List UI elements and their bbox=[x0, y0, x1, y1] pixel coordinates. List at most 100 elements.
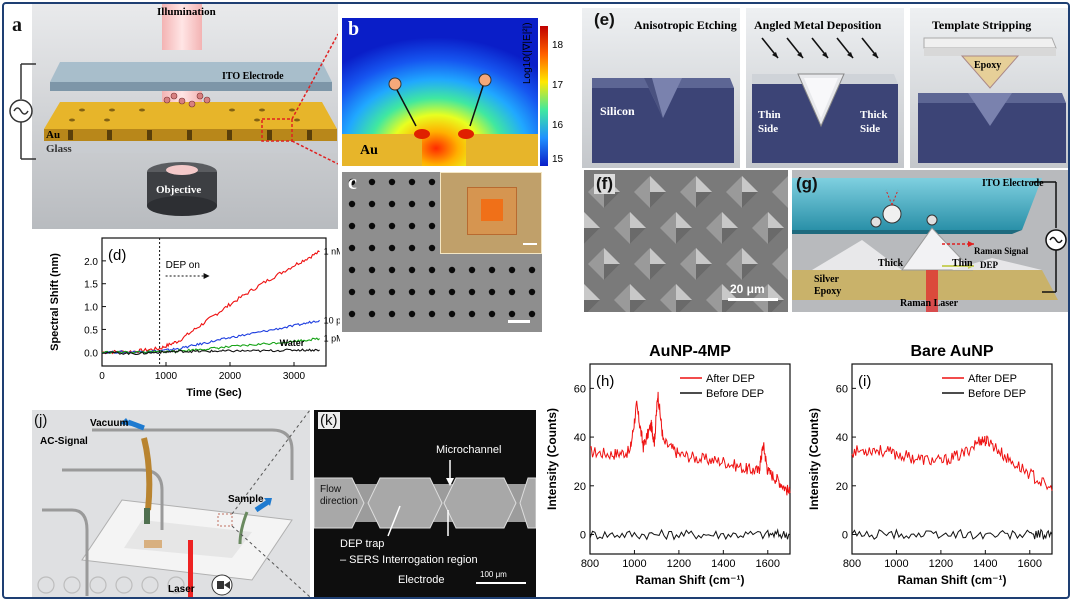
panel-a: Illumination ITO Electrode Au Glass Obje… bbox=[32, 4, 338, 229]
x-tick-label: 1000 bbox=[155, 371, 178, 382]
nanohole bbox=[408, 244, 416, 252]
y-tick-label: 0.0 bbox=[84, 348, 98, 359]
nanohole bbox=[348, 266, 356, 274]
series-line bbox=[851, 435, 1053, 491]
series-line bbox=[589, 391, 791, 496]
chart-i-svg: 800 1000 1200 1400 1600 0 20 40 60 Raman Shift (c… bbox=[807, 343, 1053, 587]
step-anisotropic-etching: Anisotropic Etching bbox=[634, 18, 737, 32]
vacuum-label: Vacuum bbox=[90, 418, 129, 429]
nanohole bbox=[428, 310, 436, 318]
nanohole bbox=[388, 222, 396, 230]
panel-e-label: (e) bbox=[594, 10, 615, 29]
colorbar-tick-15: 15 bbox=[552, 154, 564, 165]
panel-g-illustration bbox=[792, 178, 1067, 312]
panel-f: 20 μm bbox=[584, 170, 788, 312]
y-tick-label: 40 bbox=[836, 432, 848, 444]
nanohole bbox=[528, 288, 536, 296]
direction-label: direction bbox=[320, 496, 358, 507]
panel-h-chart: 800 1000 1200 1400 1600 0 20 40 60 Raman Shift (c… bbox=[542, 322, 804, 597]
nanohole bbox=[348, 310, 356, 318]
y-tick-label: 20 bbox=[574, 481, 586, 493]
panel-e-illustration bbox=[582, 8, 1068, 168]
nanohole bbox=[348, 244, 356, 252]
nanohole bbox=[508, 310, 516, 318]
nanohole bbox=[408, 200, 416, 208]
illumination-label: Illumination bbox=[157, 6, 216, 18]
g-thin-label: Thin bbox=[952, 258, 973, 269]
plot-frame bbox=[589, 363, 791, 555]
nanohole bbox=[368, 178, 376, 186]
panel-j: Vacuum AC-Signal Sample Laser bbox=[32, 410, 310, 597]
silicon-label: Silicon bbox=[600, 104, 635, 118]
g-dep-label: DEP bbox=[980, 260, 998, 270]
colorbar-tick-17: 17 bbox=[552, 80, 564, 91]
nanohole bbox=[368, 244, 376, 252]
series-line bbox=[589, 528, 791, 541]
au-label: Au bbox=[46, 129, 61, 141]
pyramid bbox=[726, 248, 758, 280]
nanohole bbox=[408, 222, 416, 230]
nanohole bbox=[488, 266, 496, 274]
y-tick-label: 40 bbox=[574, 432, 586, 444]
y-tick-label: 1.0 bbox=[84, 303, 98, 314]
y-tick-label: 60 bbox=[836, 383, 848, 395]
nanohole bbox=[528, 310, 536, 318]
chart-title: AuNP-4MP bbox=[649, 343, 731, 360]
nanohole bbox=[348, 178, 356, 186]
nanohole bbox=[388, 244, 396, 252]
panel-label: (h) bbox=[596, 373, 614, 390]
nanohole bbox=[488, 288, 496, 296]
g-epoxy-label: Epoxy bbox=[814, 286, 842, 297]
panel-label: (d) bbox=[108, 247, 126, 264]
nanohole bbox=[408, 178, 416, 186]
nanohole bbox=[368, 222, 376, 230]
x-tick-label: 800 bbox=[843, 558, 861, 570]
pyramid bbox=[680, 248, 712, 280]
pyramid bbox=[614, 212, 646, 244]
pyramid bbox=[584, 212, 600, 244]
flow-label: Flow bbox=[320, 484, 342, 495]
nanohole bbox=[388, 178, 396, 186]
plot-frame bbox=[851, 363, 1053, 555]
series-label: 1 pM bbox=[324, 334, 340, 344]
chart-title: Bare AuNP bbox=[911, 343, 994, 360]
nanohole bbox=[388, 310, 396, 318]
series-line bbox=[101, 319, 320, 354]
inset-photo bbox=[440, 172, 542, 254]
legend-label: After DEP bbox=[706, 373, 755, 385]
y-tick-label: 1.5 bbox=[84, 280, 98, 291]
g-raman-laser-label: Raman Laser bbox=[900, 298, 959, 309]
series-label: 1 nM bbox=[324, 247, 340, 257]
nanohole bbox=[348, 200, 356, 208]
panel-d-chart: 0 1000 2000 3000 0.0 0.5 1.0 1.5 2.0 Time (Sec) Sp… bbox=[34, 226, 340, 404]
ito-electrode-label: ITO Electrode bbox=[222, 71, 284, 82]
y-axis-label: Intensity (Counts) bbox=[807, 408, 821, 510]
nanohole bbox=[348, 288, 356, 296]
x-tick-label: 1200 bbox=[929, 558, 953, 570]
pyramid bbox=[706, 212, 738, 244]
step-template-stripping: Template Stripping bbox=[932, 18, 1032, 32]
sers-region-label: – SERS Interrogation region bbox=[340, 554, 478, 566]
panel-k-label: (k) bbox=[318, 412, 340, 429]
x-axis-label: Time (Sec) bbox=[186, 387, 242, 399]
nanohole bbox=[528, 266, 536, 274]
nanohole bbox=[428, 288, 436, 296]
pyramid bbox=[752, 212, 784, 244]
y-tick-label: 0 bbox=[842, 530, 848, 542]
laser-label: Laser bbox=[168, 584, 195, 595]
nanohole bbox=[428, 222, 436, 230]
panel-a-label: a bbox=[12, 14, 22, 36]
thin-side-label: Thin Side bbox=[758, 109, 781, 135]
colorbar-tick-16: 16 bbox=[552, 120, 564, 131]
y-axis-label: Intensity (Counts) bbox=[545, 408, 559, 510]
step-angled-deposition: Angled Metal Deposition bbox=[754, 18, 882, 32]
series-label: Water bbox=[280, 338, 305, 348]
x-axis-label: Raman Shift (cm⁻¹) bbox=[635, 573, 744, 587]
pyramid bbox=[726, 176, 758, 208]
panel-i-chart: 800 1000 1200 1400 1600 0 20 40 60 Raman Shift (c… bbox=[804, 322, 1068, 597]
panel-k-micrograph bbox=[314, 460, 536, 584]
y-tick-label: 2.0 bbox=[84, 257, 98, 268]
nanohole bbox=[408, 310, 416, 318]
dep-trap-label: DEP trap bbox=[340, 538, 385, 550]
